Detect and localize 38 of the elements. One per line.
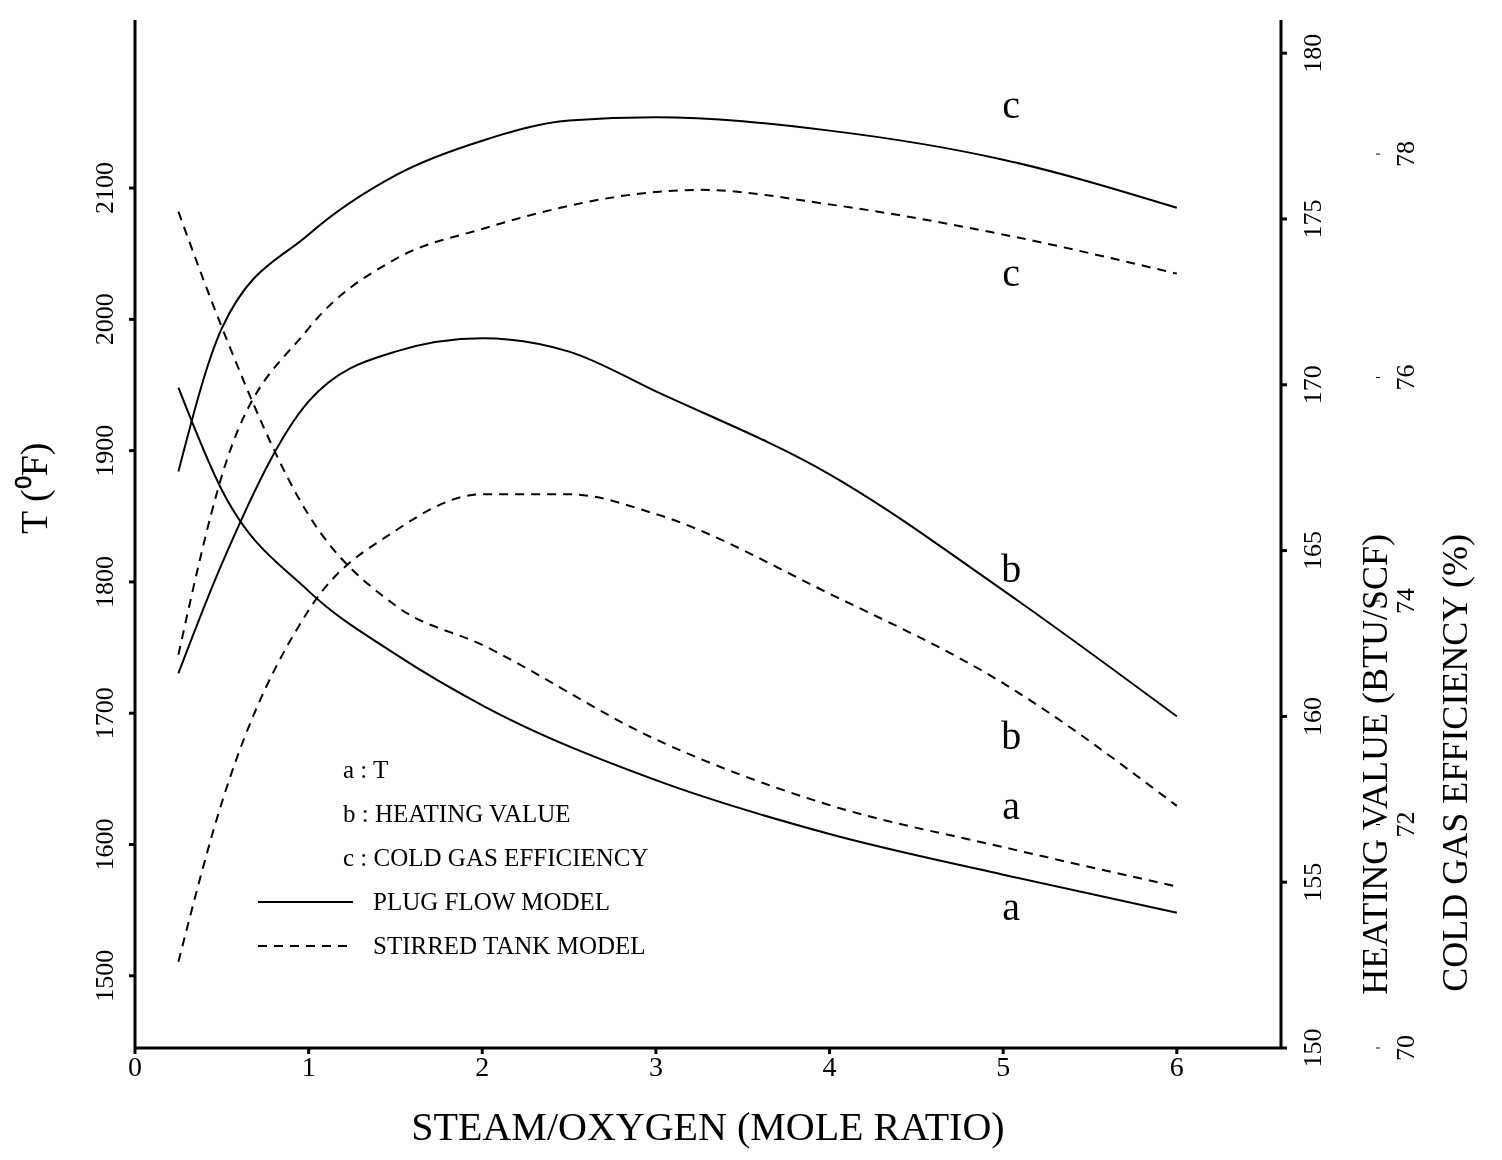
y2-tick-label: 175 [1298,199,1328,239]
y3-axis-title: COLD GAS EFFICIENCY (%) [1434,534,1475,992]
y-tick-label: 1500 [90,949,119,1002]
y2-tick-label: 160 [1298,696,1328,736]
series-label: a [1002,884,1021,930]
annotation: a : T [343,755,389,785]
y-tick-label: 2100 [90,162,119,215]
x-tick-label: 6 [1169,1050,1184,1082]
y-axis-title: T (⁰F) [13,442,57,534]
series-label: b [1001,545,1022,591]
y2-tick-label: 155 [1298,862,1328,902]
x-tick-label: 0 [128,1050,142,1082]
annotation: c : COLD GAS EFFICIENCY [343,843,649,873]
series-label: a [1002,782,1021,828]
series-label: b [1001,712,1022,758]
series-label: c [1002,250,1021,296]
x-tick-label: 1 [301,1050,316,1082]
y-tick-label: 1800 [90,555,119,608]
y2-tick-label: 170 [1298,365,1328,405]
x-tick-label: 3 [648,1050,663,1082]
x-tick-label: 2 [475,1050,490,1082]
y2-tick-label: 180 [1298,33,1328,73]
annotation: b : HEATING VALUE [343,799,571,829]
x-tick-label: 4 [822,1050,837,1082]
x-axis-title: STEAM/OXYGEN (MOLE RATIO) [411,1104,1005,1149]
y3-tick-label: 76 [1391,364,1421,391]
y-tick-label: 1900 [90,424,119,477]
y3-tick-label: 78 [1391,141,1421,168]
annotation: PLUG FLOW MODEL [373,887,611,917]
y-tick-label: 1600 [90,818,119,871]
series-label: c [1002,82,1021,128]
y2-tick-label: 165 [1298,531,1328,571]
y3-tick-label: 70 [1391,1035,1421,1061]
y-tick-label: 1700 [90,687,119,740]
x-tick-label: 5 [996,1050,1011,1082]
y-tick-label: 2000 [90,293,119,346]
annotation: STIRRED TANK MODEL [373,931,646,961]
y2-tick-label: 150 [1298,1028,1328,1068]
